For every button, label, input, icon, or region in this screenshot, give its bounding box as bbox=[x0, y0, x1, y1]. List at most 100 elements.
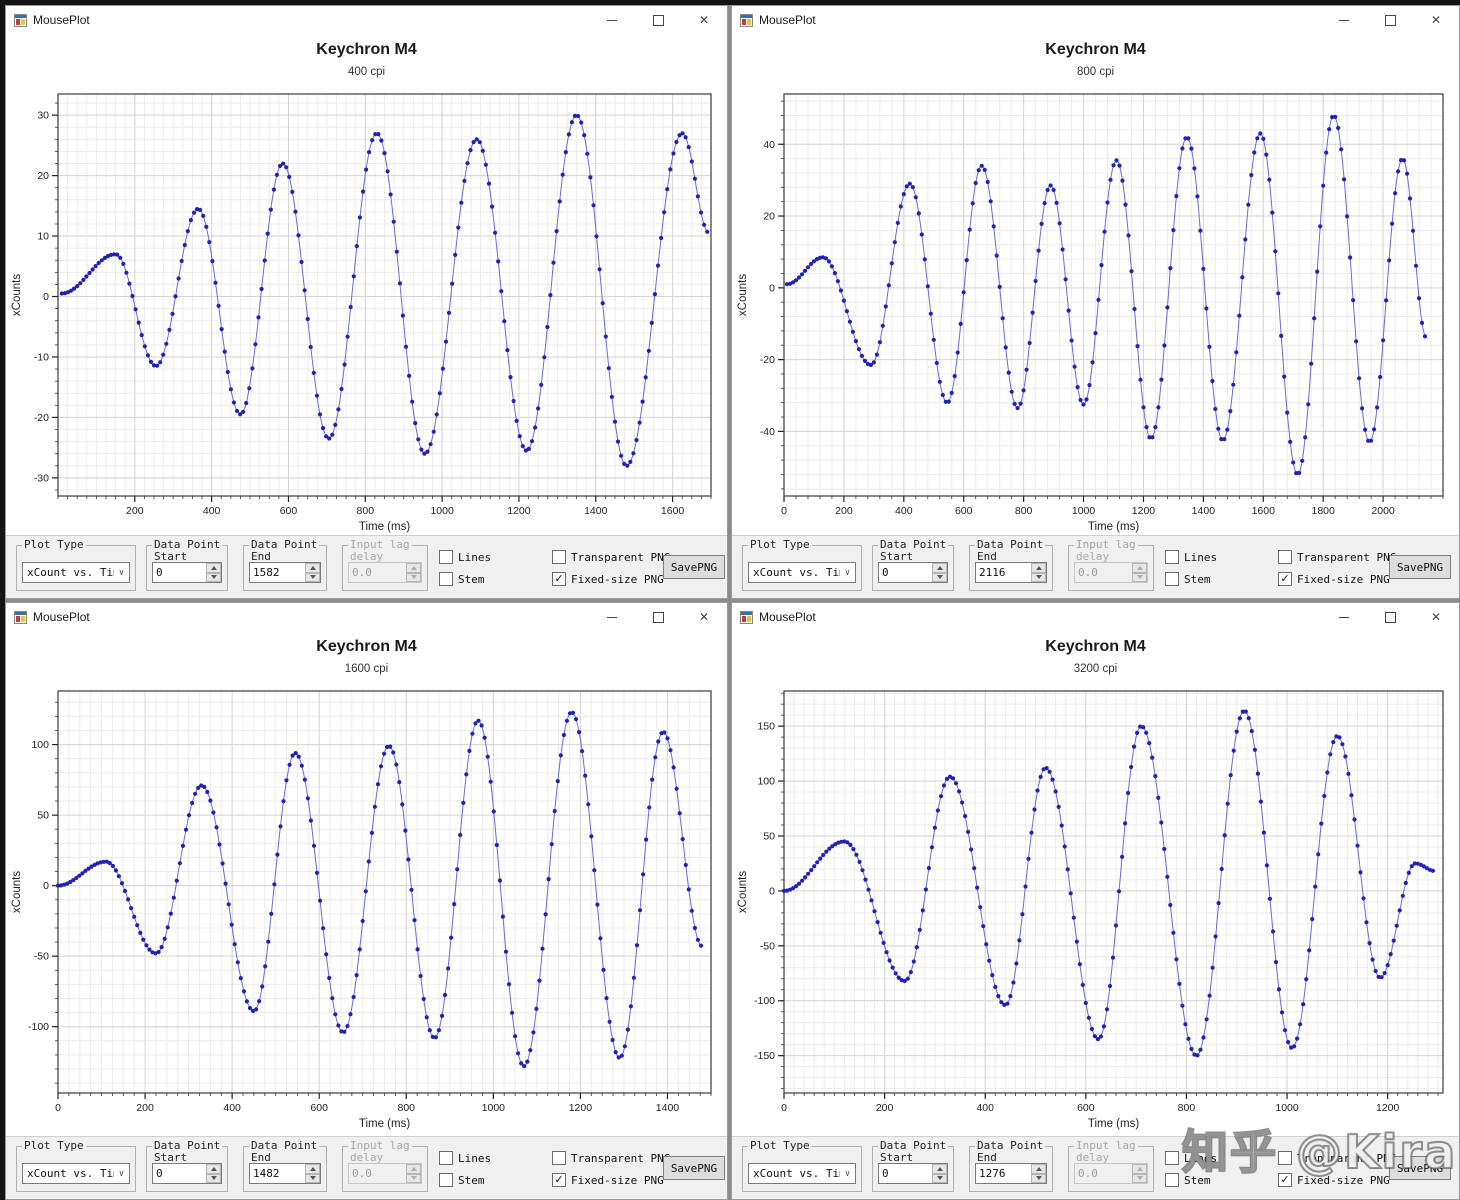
spin-down-button[interactable] bbox=[932, 572, 947, 582]
checkbox-box[interactable] bbox=[439, 1173, 453, 1187]
spin-down-button[interactable] bbox=[932, 1173, 947, 1183]
svg-text:800: 800 bbox=[357, 505, 375, 517]
stem-checkbox[interactable]: Stem bbox=[1165, 1173, 1211, 1187]
transparent-png-checkbox[interactable]: Transparent PNG bbox=[552, 550, 670, 564]
minimize-button[interactable] bbox=[1321, 6, 1367, 34]
stem-checkbox[interactable]: Stem bbox=[439, 1173, 485, 1187]
svg-text:1000: 1000 bbox=[430, 505, 454, 517]
checkbox-box[interactable]: ✓ bbox=[552, 1173, 566, 1187]
spin-up-button[interactable] bbox=[305, 1164, 320, 1174]
data-point-start-input[interactable]: 0 bbox=[878, 562, 948, 583]
data-point-start-input[interactable]: 0 bbox=[152, 1163, 222, 1184]
data-point-start-value: 0 bbox=[882, 1167, 889, 1180]
spin-down-button[interactable] bbox=[206, 572, 221, 582]
lines-checkbox[interactable]: Lines bbox=[1165, 1151, 1217, 1165]
svg-text:1000: 1000 bbox=[482, 1102, 506, 1114]
checkbox-box[interactable] bbox=[1165, 1151, 1179, 1165]
checkbox-box[interactable] bbox=[439, 572, 453, 586]
checkbox-box[interactable] bbox=[1165, 1173, 1179, 1187]
svg-text:600: 600 bbox=[955, 505, 973, 517]
checkbox-box[interactable]: ✓ bbox=[1278, 572, 1292, 586]
spin-down-button[interactable] bbox=[1031, 1173, 1046, 1183]
svg-text:0: 0 bbox=[769, 885, 775, 897]
spin-down-button[interactable] bbox=[206, 1173, 221, 1183]
data-point-end-input[interactable]: 2116 bbox=[975, 562, 1047, 583]
data-point-end-input[interactable]: 1482 bbox=[249, 1163, 321, 1184]
window-titlebar[interactable]: MousePlot ✕ bbox=[732, 6, 1459, 34]
chart-title: Keychron M4 bbox=[1045, 41, 1146, 58]
plot-type-dropdown[interactable]: xCount vs. Time ∨ bbox=[22, 1163, 130, 1184]
spin-down-button[interactable] bbox=[1031, 572, 1046, 582]
stem-checkbox[interactable]: Stem bbox=[1165, 572, 1211, 586]
close-icon[interactable]: ✕ bbox=[698, 13, 710, 27]
data-point-start-input[interactable]: 0 bbox=[878, 1163, 948, 1184]
close-icon[interactable]: ✕ bbox=[698, 610, 710, 624]
data-point-end-input[interactable]: 1276 bbox=[975, 1163, 1047, 1184]
svg-text:200: 200 bbox=[126, 505, 144, 517]
svg-text:30: 30 bbox=[37, 110, 49, 122]
data-point-end-label: Data Point End bbox=[249, 538, 320, 563]
checkbox-box[interactable]: ✓ bbox=[552, 572, 566, 586]
fixed-size-png-checkbox[interactable]: ✓ Fixed-size PNG bbox=[552, 1173, 664, 1187]
spin-up-button[interactable] bbox=[305, 563, 320, 573]
checkbox-box[interactable] bbox=[1278, 550, 1292, 564]
data-point-start-group: Data Point Start 0 bbox=[872, 1140, 954, 1192]
window-titlebar[interactable]: MousePlot ✕ bbox=[6, 6, 727, 34]
lines-checkbox[interactable]: Lines bbox=[1165, 550, 1217, 564]
minimize-button[interactable] bbox=[589, 6, 635, 34]
plot-type-dropdown[interactable]: xCount vs. Time ∨ bbox=[748, 1163, 856, 1184]
close-icon[interactable]: ✕ bbox=[1430, 610, 1442, 624]
arrow-up-icon bbox=[936, 565, 943, 570]
window-titlebar[interactable]: MousePlot ✕ bbox=[6, 603, 727, 631]
minimize-button[interactable] bbox=[589, 603, 635, 631]
control-panel: Plot Type xCount vs. Time ∨ Data PointSt… bbox=[732, 1136, 1459, 1199]
spin-up-button[interactable] bbox=[206, 1164, 221, 1174]
data-point-end-input[interactable]: 1582 bbox=[249, 562, 321, 583]
input-lag-label: Input lag delay bbox=[348, 1139, 412, 1164]
arrow-down-icon bbox=[1136, 1176, 1143, 1181]
checkbox-box[interactable] bbox=[1165, 572, 1179, 586]
arrow-down-icon bbox=[309, 575, 316, 580]
stem-checkbox[interactable]: Stem bbox=[439, 572, 485, 586]
plot-type-dropdown[interactable]: xCount vs. Time ∨ bbox=[22, 562, 130, 583]
spin-up-button[interactable] bbox=[1031, 1164, 1046, 1174]
fixed-size-png-checkbox[interactable]: ✓ Fixed-size PNG bbox=[552, 572, 664, 586]
save-png-button[interactable]: SavePNG bbox=[663, 555, 725, 579]
save-png-button[interactable]: SavePNG bbox=[663, 1156, 725, 1180]
fixed-size-png-checkbox[interactable]: ✓ Fixed-size PNG bbox=[1278, 572, 1390, 586]
save-png-button[interactable]: SavePNG bbox=[1389, 555, 1451, 579]
spin-up-button[interactable] bbox=[1031, 563, 1046, 573]
maximize-button[interactable] bbox=[635, 6, 681, 34]
checkbox-box[interactable] bbox=[552, 1151, 566, 1165]
window-title: MousePlot bbox=[759, 610, 816, 624]
checkbox-box[interactable] bbox=[1278, 1151, 1292, 1165]
checkbox-box[interactable] bbox=[1165, 550, 1179, 564]
lines-checkbox[interactable]: Lines bbox=[439, 1151, 491, 1165]
transparent-png-checkbox[interactable]: Transparent PNG bbox=[1278, 550, 1396, 564]
spin-up-button[interactable] bbox=[206, 563, 221, 573]
save-png-button[interactable]: SavePNG bbox=[1389, 1156, 1451, 1180]
plot-type-dropdown[interactable]: xCount vs. Time ∨ bbox=[748, 562, 856, 583]
plot-type-value: xCount vs. Time bbox=[27, 566, 114, 579]
spin-up-button[interactable] bbox=[932, 563, 947, 573]
transparent-png-checkbox[interactable]: Transparent PNG bbox=[1278, 1151, 1396, 1165]
fixed-size-png-checkbox[interactable]: ✓ Fixed-size PNG bbox=[1278, 1173, 1390, 1187]
spin-up-button[interactable] bbox=[932, 1164, 947, 1174]
plot-area: Keychron M4 3200 cpi 0 200 400 600 800 1000 12… bbox=[732, 631, 1459, 1139]
data-point-start-input[interactable]: 0 bbox=[152, 562, 222, 583]
svg-text:50: 50 bbox=[763, 830, 775, 842]
window-titlebar[interactable]: MousePlot ✕ bbox=[732, 603, 1459, 631]
spin-down-button[interactable] bbox=[305, 1173, 320, 1183]
maximize-button[interactable] bbox=[1367, 603, 1413, 631]
checkbox-box[interactable] bbox=[439, 1151, 453, 1165]
checkbox-box[interactable] bbox=[439, 550, 453, 564]
checkbox-box[interactable]: ✓ bbox=[1278, 1173, 1292, 1187]
lines-checkbox[interactable]: Lines bbox=[439, 550, 491, 564]
checkbox-box[interactable] bbox=[552, 550, 566, 564]
transparent-png-checkbox[interactable]: Transparent PNG bbox=[552, 1151, 670, 1165]
maximize-button[interactable] bbox=[635, 603, 681, 631]
maximize-button[interactable] bbox=[1367, 6, 1413, 34]
close-icon[interactable]: ✕ bbox=[1430, 13, 1442, 27]
minimize-button[interactable] bbox=[1321, 603, 1367, 631]
spin-down-button[interactable] bbox=[305, 572, 320, 582]
